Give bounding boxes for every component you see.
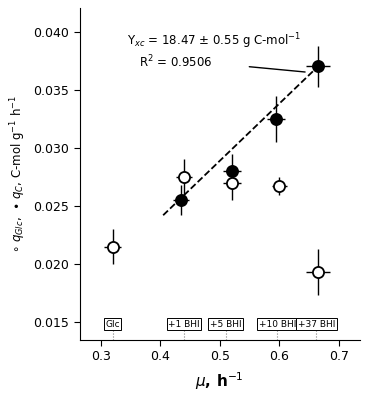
Text: +10 BHI: +10 BHI xyxy=(259,320,296,328)
Text: +37 BHI: +37 BHI xyxy=(297,320,335,328)
Y-axis label: $\circ$ $q_{Glc}$,  $\bullet$ $q_C$, C-mol g$^{-1}$ h$^{-1}$: $\circ$ $q_{Glc}$, $\bullet$ $q_C$, C-mo… xyxy=(8,95,28,253)
Text: Glc: Glc xyxy=(105,320,120,328)
Text: +5 BHI: +5 BHI xyxy=(210,320,241,328)
X-axis label: $\mu$, h$^{-1}$: $\mu$, h$^{-1}$ xyxy=(195,370,244,392)
Text: Y$_{xc}$ = 18.47 $\pm$ 0.55 g C-mol$^{-1}$: Y$_{xc}$ = 18.47 $\pm$ 0.55 g C-mol$^{-1… xyxy=(127,32,301,51)
Text: +1 BHI: +1 BHI xyxy=(168,320,200,328)
Text: R$^{2}$ = 0.9506: R$^{2}$ = 0.9506 xyxy=(139,54,213,70)
